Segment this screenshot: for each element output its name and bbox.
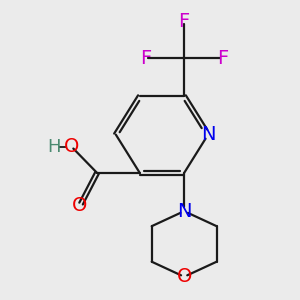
- Text: O: O: [64, 137, 79, 156]
- Text: O: O: [72, 196, 88, 215]
- Text: F: F: [178, 12, 190, 31]
- Text: O: O: [176, 267, 192, 286]
- Text: N: N: [201, 125, 215, 144]
- Text: H: H: [47, 138, 60, 156]
- Text: F: F: [140, 49, 152, 68]
- Text: N: N: [177, 202, 191, 221]
- Text: F: F: [217, 49, 228, 68]
